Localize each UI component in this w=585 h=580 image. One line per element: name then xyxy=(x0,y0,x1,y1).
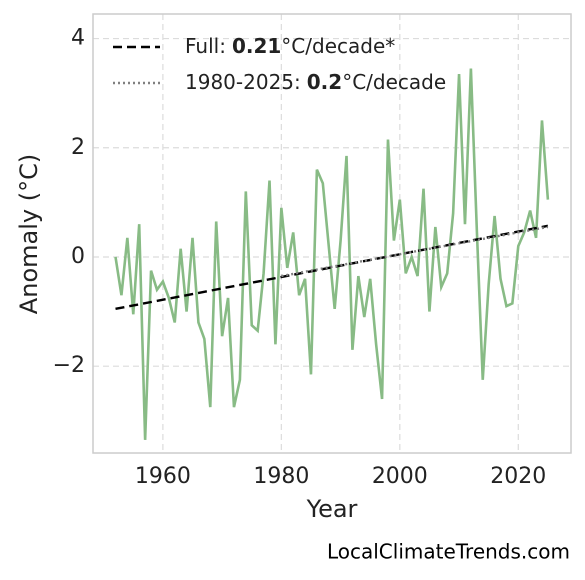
x-tick-label: 2000 xyxy=(372,464,428,489)
y-tick-label: −2 xyxy=(53,353,85,378)
legend-entry: Full: 0.21°C/decade* xyxy=(185,34,395,58)
y-tick-label: 2 xyxy=(71,135,85,160)
trend-line xyxy=(281,225,549,278)
legend-unit: °C/decade xyxy=(342,70,446,94)
legend-rate: 0.2 xyxy=(307,70,342,94)
legend-label: 1980-2025: xyxy=(185,70,301,94)
legend-entry: 1980-2025: 0.2°C/decade xyxy=(185,70,446,94)
trend-line xyxy=(115,224,549,311)
legend-unit: °C/decade* xyxy=(281,34,395,58)
x-axis-label: Year xyxy=(306,495,358,523)
data-line xyxy=(114,68,550,440)
plot-frame xyxy=(92,13,572,454)
legend-rate: 0.21 xyxy=(232,34,281,58)
y-tick-label: 0 xyxy=(71,244,85,269)
y-axis-label: Anomaly (°C) xyxy=(15,154,43,314)
x-tick-label: 1980 xyxy=(253,464,309,489)
x-tick-label: 2020 xyxy=(490,464,546,489)
source: LocalClimateTrends.com xyxy=(327,540,570,564)
x-tick-label: 1960 xyxy=(135,464,191,489)
y-tick-label: 4 xyxy=(71,26,85,51)
legend-label: Full: xyxy=(185,34,226,58)
